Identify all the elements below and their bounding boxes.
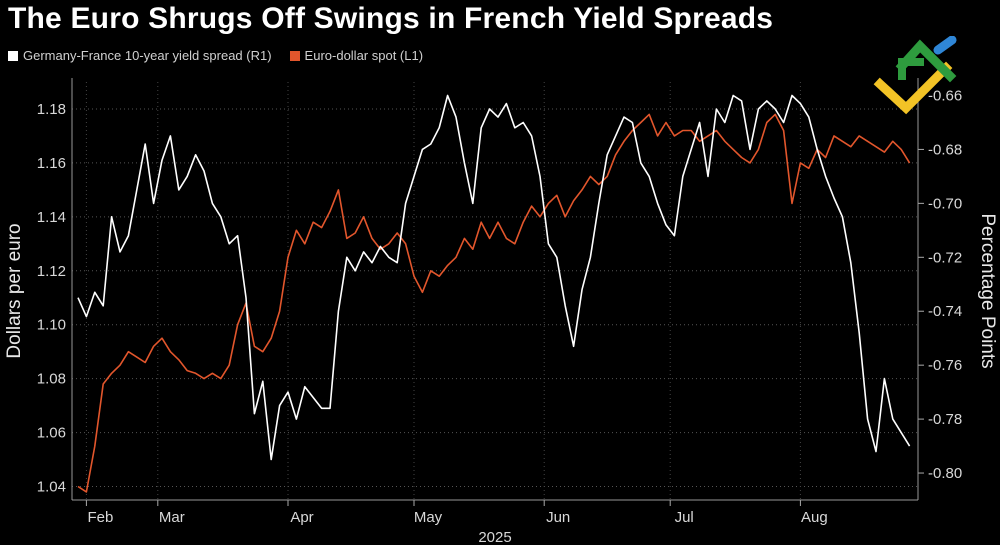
left-tick-label: 1.12	[37, 263, 66, 280]
right-tick-label: -0.78	[928, 411, 962, 428]
grid	[72, 82, 918, 500]
right-tick-label: -0.74	[928, 303, 962, 320]
right-tick-label: -0.66	[928, 87, 962, 104]
left-axis-title: Dollars per euro	[4, 223, 25, 358]
left-tick-label: 1.14	[37, 209, 66, 226]
left-tick-label: 1.04	[37, 479, 66, 496]
x-tick-label: Jul	[675, 509, 694, 526]
brand-logo-icon	[873, 36, 957, 115]
legend-label-eurusd: Euro-dollar spot (L1)	[304, 48, 424, 63]
chart-title: The Euro Shrugs Off Swings in French Yie…	[8, 2, 774, 35]
axes	[71, 78, 924, 506]
series-line-eurusd	[77, 113, 911, 493]
legend: Germany-France 10-year yield spread (R1)…	[8, 48, 423, 63]
legend-swatch-spread	[8, 50, 18, 61]
right-tick-label: -0.72	[928, 249, 962, 266]
right-tick-label: -0.70	[928, 195, 962, 212]
left-tick-label: 1.16	[37, 155, 66, 172]
x-axis-title: 2025	[478, 529, 511, 545]
labels: 1.18 1.16 1.14 1.12 1.10 1.08 1.06 1.04 -0.66 -0.…	[4, 87, 998, 545]
right-tick-label: -0.76	[928, 357, 962, 374]
right-axis-title: Percentage Points	[977, 213, 998, 368]
left-tick-label: 1.10	[37, 317, 66, 334]
left-tick-label: 1.18	[37, 101, 66, 118]
x-tick-label: Aug	[801, 509, 828, 526]
legend-item-eurusd: Euro-dollar spot (L1)	[289, 48, 424, 63]
left-tick-label: 1.08	[37, 371, 66, 388]
legend-label-spread: Germany-France 10-year yield spread (R1)	[23, 48, 272, 63]
left-tick-label: 1.06	[37, 425, 66, 442]
x-tick-label: Jun	[546, 509, 570, 526]
x-tick-label: May	[414, 509, 443, 526]
x-tick-label: Feb	[87, 509, 113, 526]
series-group	[77, 94, 911, 493]
series-line-spread	[77, 94, 911, 461]
legend-item-spread: Germany-France 10-year yield spread (R1)	[8, 48, 272, 63]
x-tick-label: Apr	[290, 509, 313, 526]
right-tick-label: -0.68	[928, 141, 962, 158]
legend-swatch-eurusd	[289, 50, 300, 61]
right-tick-label: -0.80	[928, 465, 962, 482]
x-tick-label: Mar	[159, 509, 185, 526]
